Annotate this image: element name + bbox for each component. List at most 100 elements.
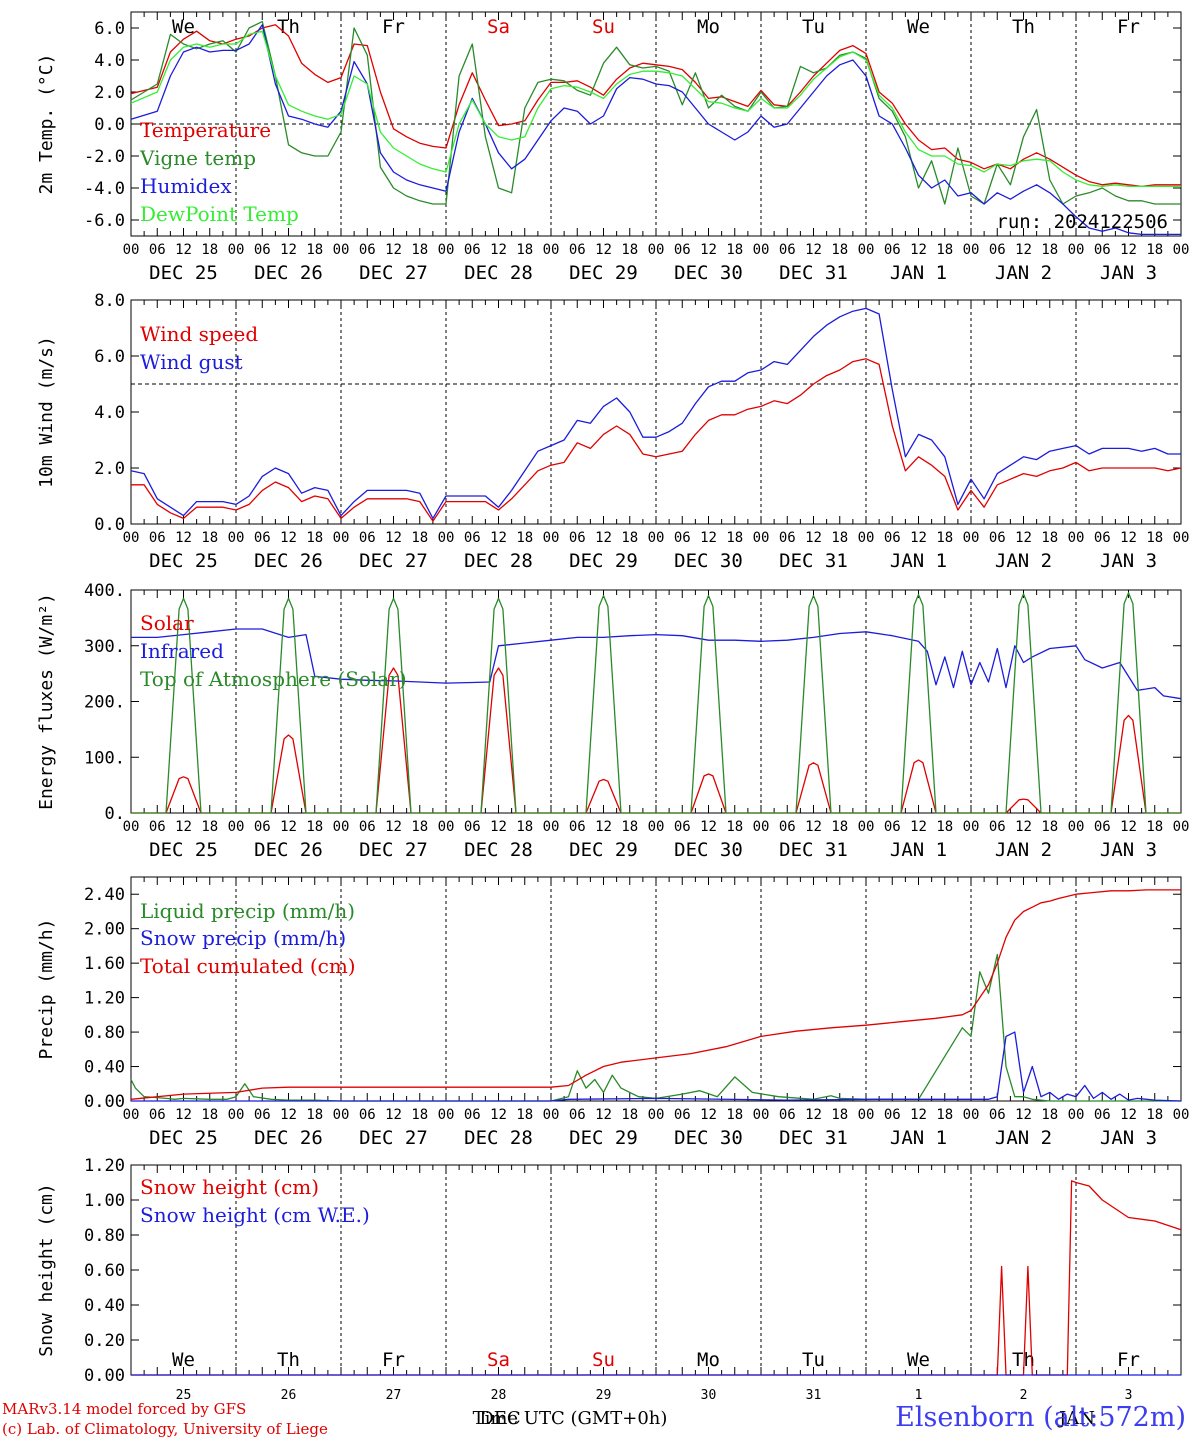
day-number-label: 1: [915, 1388, 923, 1403]
x-hour-label: 12: [175, 530, 192, 546]
x-hour-label: 12: [385, 819, 402, 835]
x-date-label: DEC 25: [149, 839, 218, 861]
x-hour-label: 18: [201, 242, 218, 258]
x-date-label: JAN 1: [890, 1127, 947, 1149]
x-hour-label: 06: [254, 530, 271, 546]
x-hour-label: 00: [438, 530, 455, 546]
weekday-label: Th: [277, 16, 300, 38]
x-hour-label: 18: [516, 819, 533, 835]
y-tick-label: 0.00: [84, 1366, 125, 1386]
x-hour-label: 12: [280, 1107, 297, 1123]
x-date-label: DEC 27: [359, 262, 428, 284]
x-hour-label: 12: [805, 530, 822, 546]
x-hour-label: 00: [963, 530, 980, 546]
x-hour-label: 12: [595, 1107, 612, 1123]
x-date-label: DEC 31: [779, 550, 848, 572]
x-hour-label: 06: [989, 819, 1006, 835]
series-line-wind-speed: [131, 358, 1182, 522]
weekday-label: Tu: [802, 1349, 825, 1371]
x-hour-label: 06: [884, 242, 901, 258]
panel-5: 0.00 0.20 0.40 0.60 0.80 1.00 1.20 Snow height …: [36, 1156, 1182, 1403]
lab-credit: (c) Lab. of Climatology, University of L…: [2, 1420, 328, 1438]
x-hour-label: 12: [1015, 242, 1032, 258]
weekday-label: Mo: [697, 16, 720, 38]
x-hour-label: 06: [779, 530, 796, 546]
y-tick-label: -6.0: [84, 211, 125, 231]
x-date-label: JAN 1: [890, 262, 947, 284]
x-hour-label: 12: [280, 242, 297, 258]
x-hour-label: 06: [254, 819, 271, 835]
x-hour-label: 18: [306, 1107, 323, 1123]
x-hour-label: 12: [910, 819, 927, 835]
y-tick-label: 0.80: [84, 1023, 125, 1043]
x-date-label: DEC 25: [149, 550, 218, 572]
x-hour-label: 00: [753, 530, 770, 546]
x-hour-label: 00: [1068, 530, 1085, 546]
x-hour-label: 06: [779, 819, 796, 835]
x-hour-label: 00: [228, 1107, 245, 1123]
x-hour-label: 12: [700, 1107, 717, 1123]
weekday-label: Th: [1012, 16, 1035, 38]
x-hour-label: 18: [726, 1107, 743, 1123]
x-hour-label: 00: [648, 242, 665, 258]
series-line-vigne-temp: [130, 20, 1181, 205]
x-hour-label: 00: [228, 242, 245, 258]
x-hour-label: 00: [858, 819, 875, 835]
x-hour-label: 06: [569, 242, 586, 258]
weekday-label: Mo: [697, 1349, 720, 1371]
x-date-label: DEC 28: [464, 839, 533, 861]
x-hour-label: 12: [280, 530, 297, 546]
plot-frame: [130, 299, 1182, 525]
x-date-label: DEC 31: [779, 1127, 848, 1149]
x-hour-label: 12: [175, 819, 192, 835]
x-date-label: DEC 26: [254, 550, 323, 572]
x-date-label: DEC 30: [674, 262, 743, 284]
y-tick-label: 1.20: [84, 989, 125, 1009]
x-date-label: DEC 26: [254, 1127, 323, 1149]
x-hour-label: 18: [726, 242, 743, 258]
x-hour-label: 12: [1015, 530, 1032, 546]
y-tick-label: 2.40: [84, 885, 125, 905]
x-axis-month-jan: JAN: [1057, 1408, 1095, 1429]
y-tick-label: 4.0: [94, 403, 125, 423]
series-line-wind-gust: [130, 307, 1181, 520]
y-tick-label: -4.0: [84, 179, 125, 199]
x-hour-label: 12: [1120, 530, 1137, 546]
day-number-label: 26: [281, 1388, 297, 1403]
x-date-label: DEC 27: [359, 839, 428, 861]
x-hour-label: 00: [1068, 242, 1085, 258]
day-number-label: 31: [806, 1388, 822, 1403]
x-hour-label: 06: [464, 1107, 481, 1123]
x-hour-label: 12: [1120, 819, 1137, 835]
y-tick-label: 8.0: [94, 291, 125, 311]
x-hour-label: 18: [621, 819, 638, 835]
x-hour-label: 00: [123, 1107, 140, 1123]
x-hour-label: 18: [936, 819, 953, 835]
x-hour-label: 12: [595, 242, 612, 258]
y-axis-label: Precip (mm/h): [36, 919, 57, 1060]
x-hour-label: 12: [490, 1107, 507, 1123]
weekday-label: Fr: [1117, 1349, 1140, 1371]
legend-entry: Snow precip (mm/h): [140, 926, 346, 950]
x-date-label: DEC 29: [569, 839, 638, 861]
x-hour-label: 00: [123, 819, 140, 835]
panel-4: 0.00 0.40 0.80 1.20 1.60 2.00 2.40 Precip (mm/h…: [36, 876, 1189, 1149]
x-hour-label: 18: [411, 819, 428, 835]
x-date-label: DEC 29: [569, 550, 638, 572]
x-hour-label: 00: [438, 242, 455, 258]
x-hour-label: 12: [175, 242, 192, 258]
y-tick-label: 0.: [105, 804, 125, 824]
legend-entry: Wind gust: [140, 350, 243, 374]
x-date-label: DEC 26: [254, 839, 323, 861]
model-credit: MARv3.14 model forced by GFS: [2, 1400, 247, 1418]
legend-entry: Top of Atmosphere (Solar): [140, 667, 407, 691]
x-hour-label: 00: [1173, 530, 1190, 546]
x-hour-label: 00: [228, 819, 245, 835]
x-hour-label: 06: [674, 242, 691, 258]
x-date-label: JAN 1: [890, 550, 947, 572]
x-hour-label: 12: [1015, 1107, 1032, 1123]
x-hour-label: 00: [963, 1107, 980, 1123]
x-hour-label: 12: [1015, 819, 1032, 835]
x-date-label: DEC 25: [149, 262, 218, 284]
